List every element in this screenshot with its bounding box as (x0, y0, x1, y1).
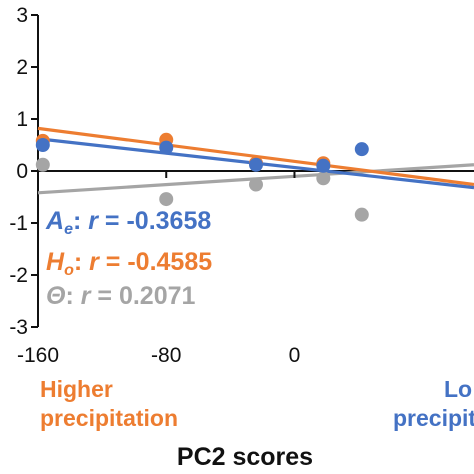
data-point-Ae (35, 138, 50, 152)
left-note-line: precipitation (40, 405, 178, 431)
annotation-r-symbol: r (89, 248, 100, 276)
annotation-symbol: A (45, 207, 64, 235)
data-point-Ae (159, 140, 174, 155)
annotation-subscript: o (64, 262, 74, 279)
y-tick-label: -2 (9, 264, 28, 287)
data-point-Ae (354, 142, 369, 157)
y-tick-label: 1 (16, 108, 28, 131)
annotation-symbol: Θ (46, 282, 66, 310)
annotation-value: = 0.2071 (90, 282, 195, 310)
x-tick-label: -160 (17, 344, 59, 367)
correlation-label-2: Θ: r = 0.2071 (46, 282, 196, 310)
data-point-Θ (159, 192, 174, 207)
data-point-Θ (249, 177, 263, 192)
data-point-Θ (316, 171, 331, 186)
annotation-r-text: : (73, 207, 88, 235)
data-point-Θ (354, 207, 369, 222)
annotation-value: = -0.3658 (98, 207, 211, 235)
annotation-r-symbol: r (88, 207, 99, 235)
data-point-Ae (249, 157, 263, 172)
annotation-r-text: : (65, 282, 80, 310)
data-point-Θ (35, 157, 50, 172)
y-tick-label: -1 (9, 212, 28, 235)
x-tick-label: 0 (289, 344, 301, 367)
right-note-line: precipitati (393, 405, 474, 431)
correlation-label-0: Ae: r = -0.3658 (45, 207, 211, 238)
x-tick-label: -80 (151, 344, 181, 367)
x-axis-label: PC2 scores (177, 443, 313, 471)
annotation-value: = -0.4585 (99, 248, 212, 276)
y-tick-label: 3 (16, 4, 28, 27)
annotation-r-text: : (74, 248, 89, 276)
annotation-r-symbol: r (81, 282, 92, 310)
y-tick-label: 0 (16, 160, 28, 183)
left-note-line: Higher (40, 376, 113, 402)
annotation-symbol: H (46, 248, 65, 276)
y-tick-label: 2 (16, 56, 28, 79)
right-note-line: Lo (444, 376, 472, 402)
y-tick-label: -3 (9, 316, 28, 339)
annotation-subscript: e (64, 221, 73, 238)
data-point-Ae (316, 158, 331, 173)
correlation-label-1: Ho: r = -0.4585 (46, 248, 212, 279)
